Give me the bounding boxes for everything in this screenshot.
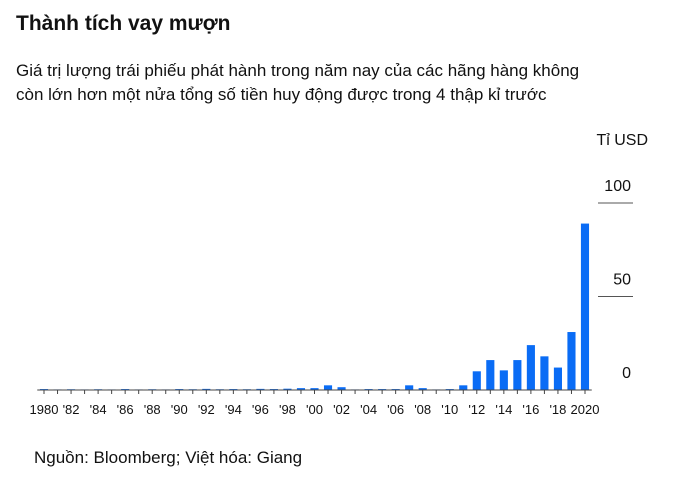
x-tick-label: '04 <box>360 402 377 417</box>
bar <box>337 387 346 390</box>
bar <box>323 385 333 390</box>
bar <box>202 388 211 390</box>
bar <box>553 367 562 390</box>
x-tick-label: '18 <box>549 402 566 417</box>
bar <box>283 388 292 390</box>
bar <box>567 332 576 390</box>
bar <box>486 360 495 390</box>
x-tick-label: '88 <box>144 402 161 417</box>
y-unit: Tỉ USD <box>596 132 648 149</box>
bar <box>296 388 306 390</box>
bar <box>472 371 481 390</box>
bar <box>540 356 549 390</box>
x-tick-label: '98 <box>279 402 296 417</box>
bar <box>499 370 508 390</box>
x-tick-label: '92 <box>198 402 215 417</box>
bar <box>418 388 427 390</box>
x-tick-label: '14 <box>495 402 512 417</box>
source: Nguồn: Bloomberg; Việt hóa: Giang <box>34 448 302 467</box>
y-tick-label: 100 <box>604 178 631 195</box>
x-tick-label: '96 <box>252 402 269 417</box>
x-tick-label: '10 <box>441 402 458 417</box>
x-tick-label: '84 <box>90 402 107 417</box>
bar <box>310 388 319 390</box>
bar <box>526 345 535 390</box>
bar <box>459 385 468 390</box>
x-tick-label: '00 <box>306 402 323 417</box>
subtitle: Giá trị lượng trái phiếu phát hành trong… <box>16 61 579 80</box>
y-tick-label: 0 <box>622 365 631 382</box>
x-tick-label: '86 <box>117 402 134 417</box>
x-tick-label: '82 <box>63 402 80 417</box>
bar <box>513 360 522 390</box>
x-tick-label: '12 <box>468 402 485 417</box>
bar <box>256 388 265 390</box>
x-tick-label: '90 <box>171 402 188 417</box>
x-tick-label: '94 <box>225 402 242 417</box>
x-tick-label: '06 <box>387 402 404 417</box>
subtitle: còn lớn hơn một nửa tổng số tiền huy độn… <box>16 85 547 104</box>
chart-title: Thành tích vay mượn <box>16 12 231 35</box>
y-tick-label: 50 <box>613 272 631 289</box>
bar <box>580 223 590 390</box>
x-tick-label: 2020 <box>571 402 600 417</box>
x-tick-label: '16 <box>522 402 539 417</box>
bar <box>405 385 414 390</box>
x-tick-label: '02 <box>333 402 350 417</box>
x-tick-label: 1980 <box>30 402 59 417</box>
x-tick-label: '08 <box>414 402 431 417</box>
